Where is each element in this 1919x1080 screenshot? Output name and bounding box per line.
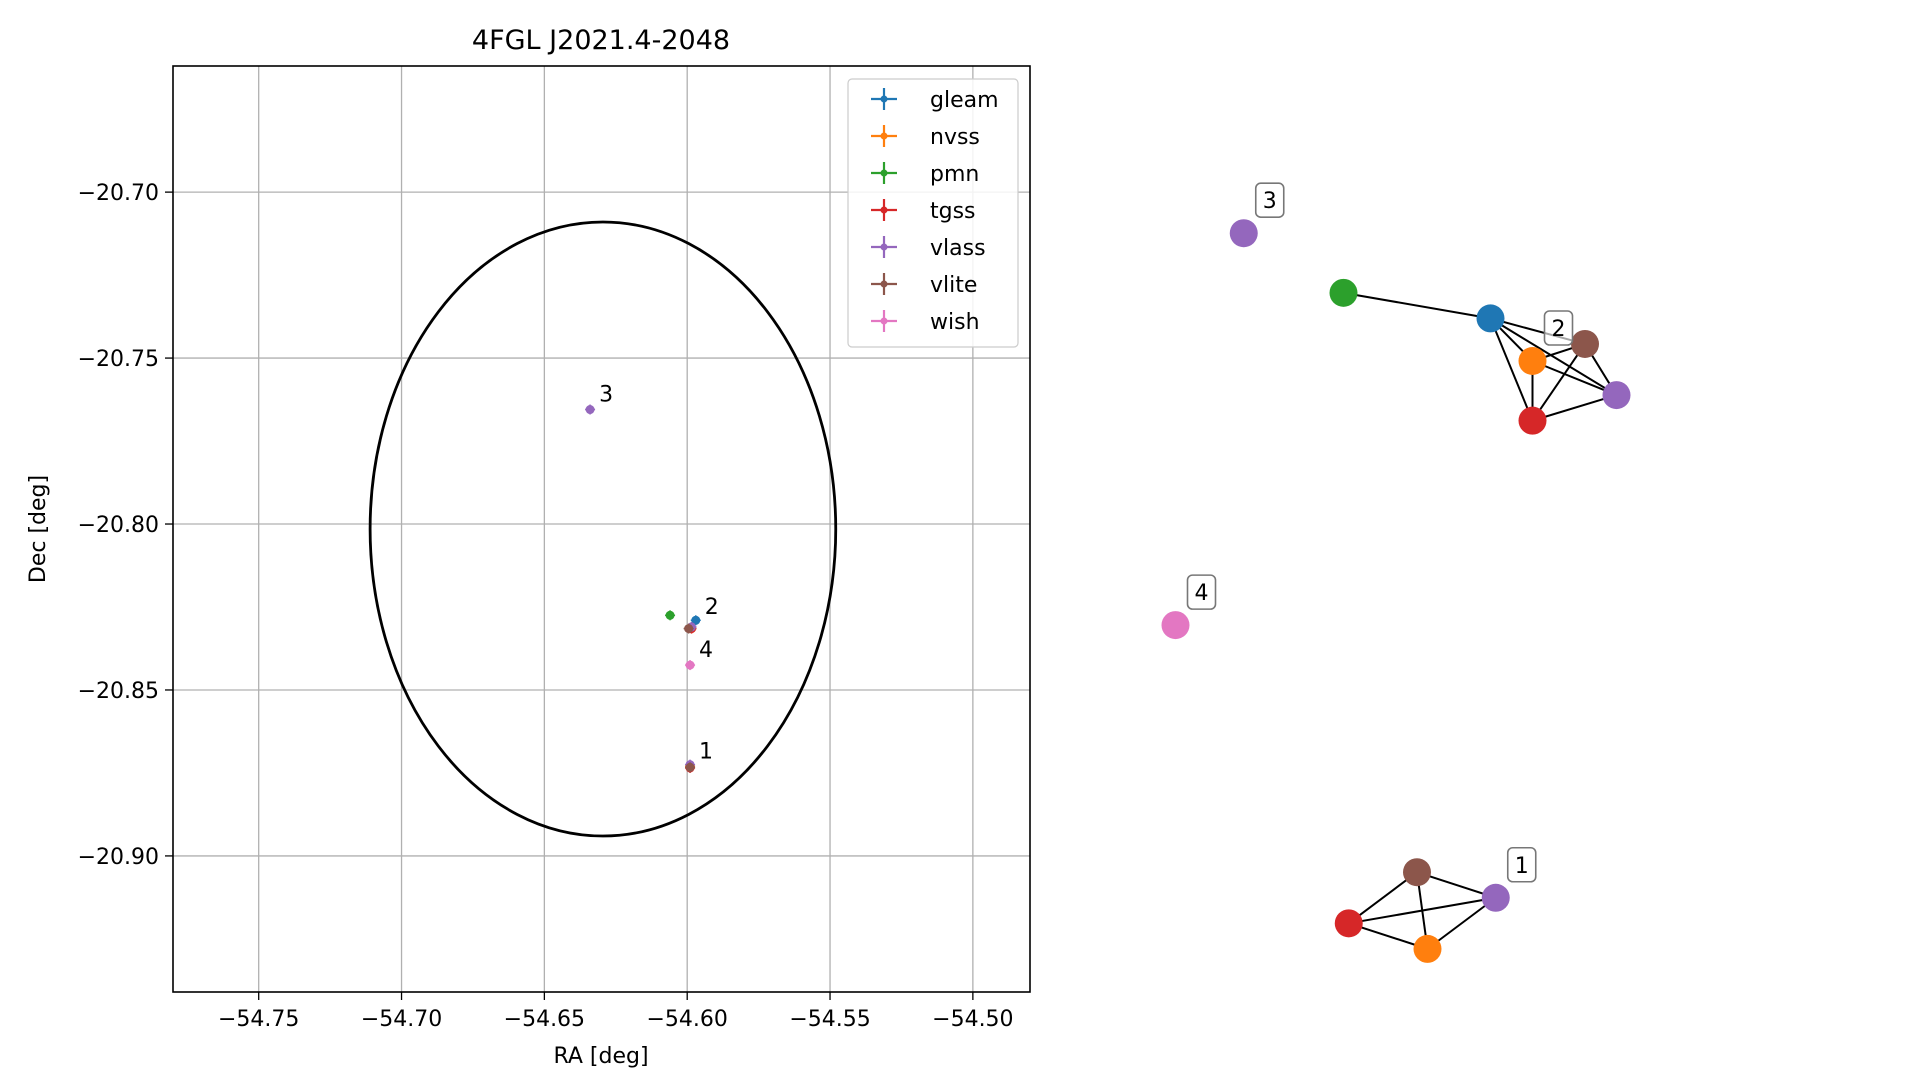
network-node [1571, 329, 1599, 358]
svg-text:3: 3 [1263, 189, 1277, 214]
data-point-vlass [585, 404, 596, 415]
legend-label: vlass [930, 236, 986, 261]
network-edge [1426, 896, 1497, 950]
legend-entry-vlass: vlass [871, 236, 986, 261]
chart-title: 4FGL J2021.4-2048 [472, 25, 730, 56]
legend-label: tgss [930, 199, 976, 224]
network-node [1602, 381, 1631, 410]
x-tick-label: −54.75 [218, 1007, 299, 1032]
cluster-annotation: 3 [599, 383, 613, 408]
x-tick-label: −54.65 [504, 1007, 585, 1032]
axes-frame [172, 65, 1031, 993]
network-node [1413, 934, 1442, 963]
legend-entry-gleam: gleam [871, 88, 999, 113]
legend-entries: gleam nvss pmn tgss vlass vlite wish [871, 88, 999, 335]
network-node [1481, 883, 1510, 912]
legend-entry-wish: wish [871, 310, 980, 335]
ellipse-layer [368, 220, 838, 838]
data-point-pmn [665, 610, 676, 621]
scatter-panel: −54.75 −54.70 −54.65 −54.60 −54.55 −54.50 −20.… [26, 25, 1031, 1069]
x-tick-label: −54.70 [361, 1007, 442, 1032]
network-edge [1532, 360, 1617, 397]
x-tick-label: −54.55 [789, 1007, 870, 1032]
network-node [1329, 278, 1358, 307]
data-point-vlite [685, 762, 696, 773]
data-point-vlite [683, 623, 694, 634]
network-node [1518, 347, 1547, 375]
cluster-annotation: 4 [699, 638, 713, 663]
network-edge [1489, 317, 1618, 396]
ticks-layer: −54.75 −54.70 −54.65 −54.60 −54.55 −54.50 −20.… [78, 181, 1014, 1032]
network-edge [1489, 318, 1534, 422]
network-edge [1532, 394, 1617, 422]
network-edge [1348, 871, 1418, 925]
legend-entry-vlite: vlite [871, 273, 977, 298]
node-labels-layer: 3 2 4 1 [1186, 182, 1574, 883]
node-label: 1 [1506, 846, 1537, 883]
network-panel: 3 2 4 1 [1161, 182, 1631, 963]
points-layer [585, 404, 701, 773]
data-point-gleam [690, 615, 701, 626]
y-tick-label: −20.85 [78, 679, 159, 704]
network-node [1334, 909, 1363, 938]
y-tick-label: −20.90 [78, 845, 159, 870]
x-tick-label: −54.60 [646, 1007, 727, 1032]
edges-layer [1343, 291, 1618, 950]
y-tick-label: −20.70 [78, 181, 159, 206]
legend-label: gleam [930, 88, 999, 113]
legend-entry-pmn: pmn [871, 162, 979, 187]
legend: gleam nvss pmn tgss vlass vlite wish [847, 78, 1019, 348]
legend-frame [847, 78, 1019, 348]
x-tick-label: −54.50 [932, 1007, 1013, 1032]
y-tick-label: −20.75 [78, 347, 159, 372]
y-axis-label: Dec [deg] [26, 475, 51, 583]
cluster-annotation: 2 [705, 595, 719, 620]
cluster-annotation: 1 [699, 739, 713, 764]
x-axis-label: RA [deg] [553, 1044, 648, 1069]
network-node [1476, 304, 1505, 333]
legend-label: nvss [930, 125, 980, 150]
network-node [1161, 611, 1190, 640]
legend-label: vlite [930, 273, 977, 298]
network-edge [1348, 896, 1496, 925]
network-edge [1343, 291, 1491, 320]
y-tick-label: −20.80 [78, 513, 159, 538]
network-node [1518, 406, 1547, 435]
legend-label: wish [930, 310, 980, 335]
data-point-wish [685, 660, 696, 671]
svg-text:1: 1 [1515, 854, 1529, 879]
error-ellipse [368, 220, 838, 838]
nodes-layer [1161, 219, 1631, 963]
annotations-layer: 3 2 4 1 [599, 383, 719, 765]
network-edge [1531, 343, 1586, 422]
svg-text:2: 2 [1552, 317, 1566, 342]
node-label: 2 [1543, 310, 1574, 346]
svg-text:4: 4 [1195, 581, 1209, 606]
legend-entry-nvss: nvss [871, 125, 980, 150]
network-node [1229, 219, 1258, 248]
legend-label: pmn [930, 162, 979, 187]
legend-entry-tgss: tgss [871, 199, 976, 224]
network-node [1403, 858, 1431, 887]
node-label: 3 [1254, 182, 1285, 218]
node-label: 4 [1186, 574, 1217, 610]
